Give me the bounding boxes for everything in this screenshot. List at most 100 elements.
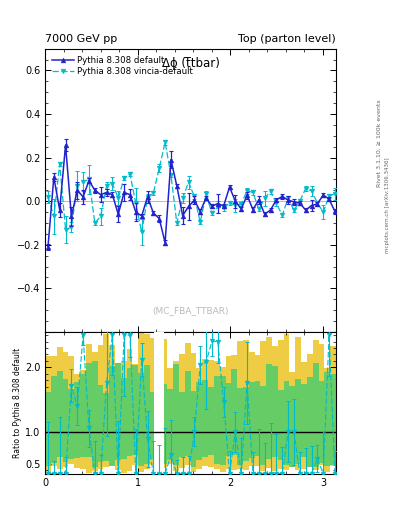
Bar [324,368,330,472]
Bar [226,383,231,456]
Pythia 8.308 default [169,157,173,163]
Bar [57,371,62,457]
Pythia 8.308 vincia-default [104,183,109,189]
Bar [313,340,319,470]
Bar [226,356,231,469]
Text: 7000 GeV pp: 7000 GeV pp [45,33,118,44]
Bar [307,377,313,466]
Bar [249,352,255,465]
Pythia 8.308 default [303,207,308,214]
Bar [231,369,237,456]
Bar [68,389,74,459]
Bar [214,376,220,464]
Bar [266,337,272,468]
Bar [115,372,121,470]
Pythia 8.308 default [239,206,244,212]
Pythia 8.308 default [57,207,62,213]
Bar [330,346,336,466]
Pythia 8.308 default [221,203,226,209]
Pythia 8.308 vincia-default [327,193,331,199]
Bar [45,392,51,466]
Bar [138,333,144,472]
Bar [132,364,138,465]
Bar [156,385,162,465]
Pythia 8.308 default [186,203,191,209]
Bar [150,338,156,464]
Pythia 8.308 default [332,208,337,215]
Pythia 8.308 vincia-default [63,226,68,232]
Pythia 8.308 vincia-default [145,194,150,200]
Bar [109,345,115,466]
Pythia 8.308 default [251,207,255,213]
Bar [179,392,185,457]
Pythia 8.308 default [81,194,85,200]
Pythia 8.308 default [151,210,156,216]
Pythia 8.308 default [321,192,325,198]
Pythia 8.308 default [245,193,250,199]
Pythia 8.308 default [262,211,267,218]
Pythia 8.308 default [140,213,144,219]
Bar [154,332,164,474]
Pythia 8.308 default [63,142,68,148]
Bar [330,374,336,465]
Bar [121,378,127,459]
Bar [103,393,109,461]
Pythia 8.308 vincia-default [128,171,132,177]
Pythia 8.308 default [227,184,232,190]
Pythia 8.308 vincia-default [51,214,56,220]
Bar [255,354,261,466]
Bar [272,346,278,471]
Bar [80,374,86,457]
Pythia 8.308 vincia-default [298,198,302,204]
Bar [156,354,162,474]
Pythia 8.308 default [274,197,279,203]
Pythia 8.308 vincia-default [262,195,267,201]
Pythia 8.308 default [92,187,97,194]
Pythia 8.308 vincia-default [174,220,179,226]
Pythia 8.308 vincia-default [245,188,250,194]
Bar [196,368,202,468]
Line: Pythia 8.308 default: Pythia 8.308 default [46,143,337,249]
Pythia 8.308 vincia-default [321,209,325,215]
Pythia 8.308 default [69,214,74,220]
Pythia 8.308 vincia-default [163,139,167,145]
Bar [208,360,214,467]
Bar [144,365,150,464]
Bar [51,356,57,466]
Pythia 8.308 vincia-default [192,194,197,200]
Bar [132,365,138,455]
Pythia 8.308 vincia-default [198,219,203,225]
Bar [255,381,261,456]
Pythia 8.308 default [233,198,238,204]
Bar [92,352,97,471]
Pythia 8.308 default [134,209,138,215]
Pythia 8.308 vincia-default [169,172,173,178]
Line: Pythia 8.308 vincia-default: Pythia 8.308 vincia-default [46,140,337,235]
Pythia 8.308 vincia-default [286,195,290,201]
Bar [196,381,202,460]
Bar [278,340,284,469]
Pythia 8.308 vincia-default [204,191,208,198]
Bar [150,392,156,459]
Pythia 8.308 default [157,216,162,222]
Text: mcplots.cern.ch [arXiv:1306.3436]: mcplots.cern.ch [arXiv:1306.3436] [385,157,389,252]
Bar [185,372,191,456]
Bar [231,355,237,470]
Pythia 8.308 default [209,203,214,209]
Bar [243,340,249,470]
Pythia 8.308 default [192,197,197,203]
Bar [214,361,220,469]
Bar [173,364,179,465]
Bar [80,370,86,469]
Bar [284,381,290,465]
Bar [237,342,243,469]
Pythia 8.308 default [198,208,203,215]
Pythia 8.308 vincia-default [221,205,226,211]
Pythia 8.308 vincia-default [134,200,138,206]
Pythia 8.308 default [327,196,331,202]
Pythia 8.308 default [46,244,50,250]
Bar [290,386,295,467]
Bar [179,354,185,468]
Text: Rivet 3.1.10, ≥ 100k events: Rivet 3.1.10, ≥ 100k events [377,99,382,187]
Pythia 8.308 vincia-default [233,202,238,208]
